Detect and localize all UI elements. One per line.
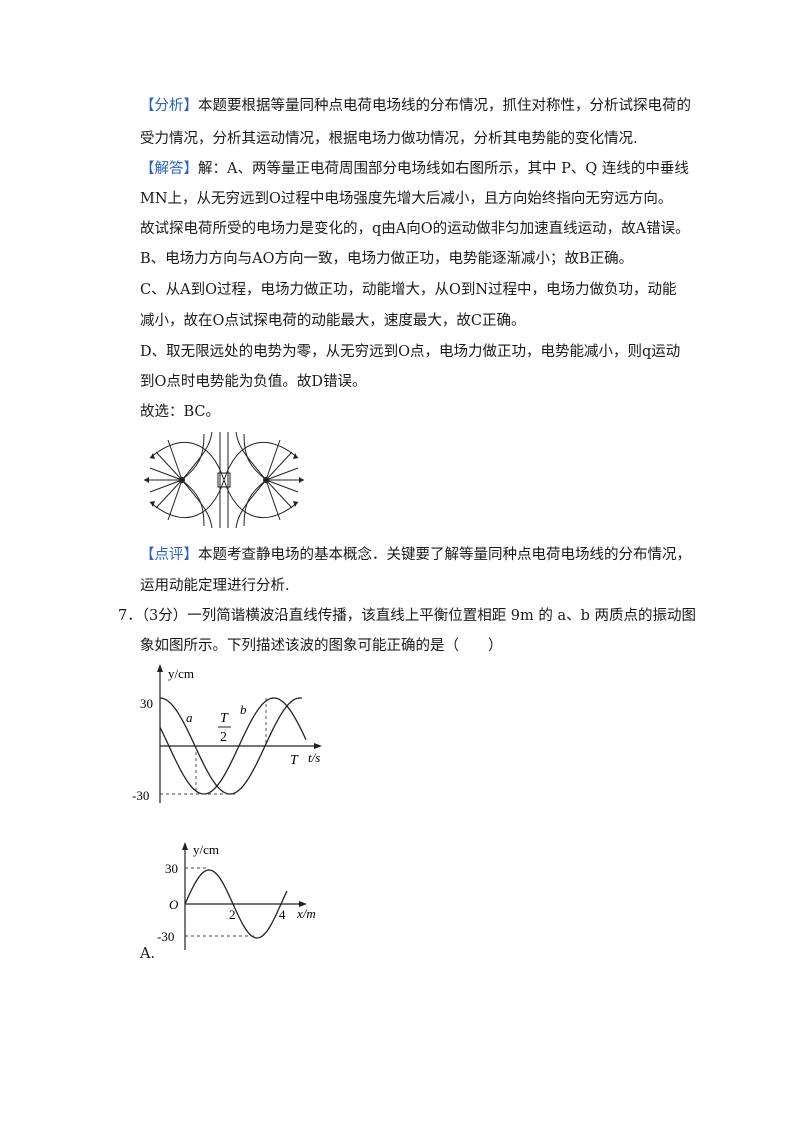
vib-xlabel: t/s: [308, 750, 320, 765]
solution-line-8: 到O点时电势能为负值。故D错误。: [140, 374, 367, 390]
vib-half-t-denominator: 2: [220, 730, 227, 745]
analysis-line-1: 【分析】本题要根据等量同种点电荷电场线的分布情况，抓住对称性，分析试探电荷的: [140, 98, 691, 114]
solution-answer: 故选：BC。: [140, 404, 221, 420]
opt-a-tick-4: 4: [279, 907, 286, 922]
opt-a-y-arrow: [182, 842, 188, 850]
vibration-graph: y/cm 30 -30 a b T 2 T t/s: [132, 664, 322, 803]
solution-line-5: C、从A到O过程，电场力做正功，动能增大，从O到N过程中，电场力做负功，动能: [140, 282, 677, 298]
vib-y-top: 30: [140, 696, 153, 711]
curve-a: [160, 697, 303, 795]
vib-label-a: a: [186, 710, 193, 725]
solution-tag: 【解答】: [140, 161, 198, 177]
solution-line-7: D、取无限远处的电势为零，从无穷远到O点，电场力做正功，电势能减小，则q运动: [140, 344, 681, 360]
vib-x-arrow: [314, 743, 322, 749]
opt-a-origin: O: [169, 897, 179, 912]
opt-a-tick-2: 2: [229, 907, 236, 922]
curve-b: [159, 697, 307, 795]
option-a-wave: [184, 869, 288, 939]
vib-label-t: T: [290, 753, 299, 768]
solution-line-1: 【解答】解：A、两等量正电荷周围部分电场线如右图所示，其中 P、Q 连线的中垂线: [140, 161, 689, 177]
solution-line-3: 故试探电荷所受的电场力是变化的，q由A向O的运动做非匀加速直线运动，故A错误。: [140, 221, 690, 237]
solution-line-6: 减小，故在O点试探电荷的动能最大，速度最大，故C正确。: [140, 313, 526, 329]
opt-a-x-arrow: [299, 901, 307, 907]
vib-ylabel: y/cm: [168, 666, 194, 681]
vib-half-t-numerator: T: [220, 711, 229, 726]
question-7-line-1: 7．（3分）一列简谐横波沿直线传播，该直线上平衡位置相距 9m 的 a、b 两质…: [118, 608, 697, 624]
comment-tag: 【点评】: [140, 547, 198, 563]
solution-line-4: B、电场力方向与AO方向一致，电场力做正功，电势能逐渐减小；故B正确。: [140, 251, 634, 267]
vib-label-b: b: [240, 702, 247, 717]
vib-y-arrow: [157, 664, 163, 672]
opt-a-y-bottom: -30: [157, 929, 174, 944]
option-a-graph: y/cm 30 O 2 4 x/m -30: [157, 842, 316, 950]
solution-line-2: MN上，从无穷远到O过程中电场强度先增大后减小，且方向始终指向无穷远方向。: [140, 191, 673, 207]
option-a-label: A.: [140, 946, 156, 962]
opt-a-xlabel: x/m: [296, 906, 316, 921]
comment-line-2: 运用动能定理进行分析.: [140, 578, 290, 594]
comment-line-1: 【点评】本题考查静电场的基本概念．关键要了解等量同种点电荷电场线的分布情况，: [140, 547, 691, 563]
analysis-line-2: 受力情况，分析其运动情况，根据电场力做功情况，分析其电势能的变化情况.: [140, 131, 638, 147]
question-7-line-2: 象如图所示。下列描述该波的图象可能正确的是（ ）: [140, 638, 503, 654]
vib-y-bottom: -30: [132, 788, 149, 803]
analysis-tag: 【分析】: [140, 98, 198, 114]
opt-a-ylabel: y/cm: [193, 842, 219, 857]
opt-a-y-top: 30: [165, 861, 178, 876]
electric-field-figure: [144, 431, 304, 529]
